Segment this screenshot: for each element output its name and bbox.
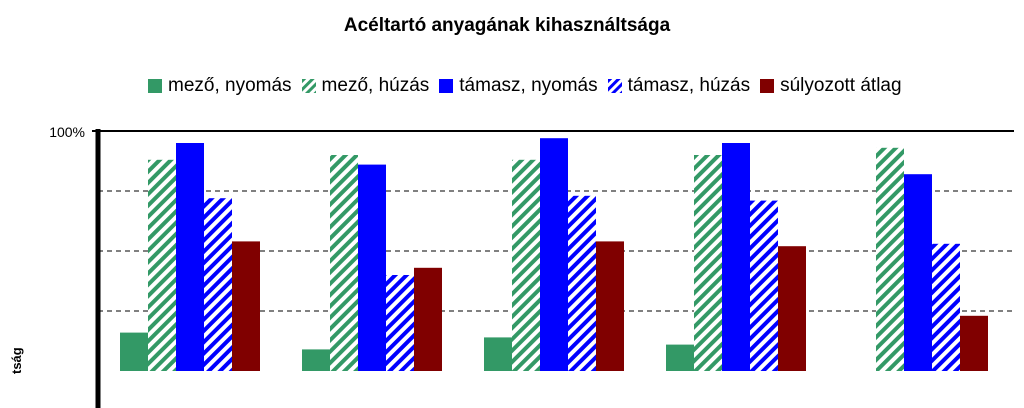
legend-label-mezo-nyomas: mező, nyomás xyxy=(168,75,292,96)
bar-series-2-group-1 xyxy=(148,159,176,371)
legend-swatch-tamasz-nyomas xyxy=(439,79,454,93)
legend-label-sulyozott-atlag: súlyozott átlag xyxy=(780,75,902,96)
legend: mező, nyomás mező, húzás támasz, nyomás … xyxy=(148,74,912,98)
bar-series-1-group-4 xyxy=(666,344,694,371)
bar-series-5-group-4 xyxy=(778,246,806,371)
bar-series-1-group-3 xyxy=(484,337,512,371)
bar-series-3-group-3 xyxy=(540,138,568,371)
legend-swatch-mezo-nyomas xyxy=(148,79,162,93)
bar-series-5-group-1 xyxy=(232,241,260,371)
legend-swatch-tamasz-huzas xyxy=(607,79,622,93)
legend-item-mezo-huzas: mező, húzás xyxy=(301,75,430,97)
bar-series-3-group-4 xyxy=(722,143,750,371)
bar-series-4-group-3 xyxy=(568,195,596,371)
bar-series-1-group-1 xyxy=(120,332,148,371)
bar-series-3-group-1 xyxy=(176,143,204,371)
bar-series-2-group-5 xyxy=(876,147,904,371)
bar-series-2-group-4 xyxy=(694,155,722,371)
bar-series-5-group-3 xyxy=(596,241,624,371)
legend-swatch-sulyozott-atlag xyxy=(760,79,775,93)
bar-series-2-group-3 xyxy=(512,159,540,371)
bar-series-4-group-2 xyxy=(386,275,414,371)
chart-title: Acéltartó anyagának kihasználtsága xyxy=(343,15,671,36)
legend-label-tamasz-huzas: támasz, húzás xyxy=(627,75,751,96)
legend-label-tamasz-nyomas: támasz, nyomás xyxy=(459,75,598,96)
legend-swatch-mezo-huzas xyxy=(301,79,316,93)
bar-series-4-group-1 xyxy=(204,198,232,371)
bar-series-1-group-2 xyxy=(302,349,330,371)
bar-series-3-group-5 xyxy=(904,174,932,371)
bar-series-3-group-2 xyxy=(358,164,386,371)
y-axis-label: tság xyxy=(9,347,24,374)
bar-series-5-group-5 xyxy=(960,315,988,371)
legend-label-mezo-huzas: mező, húzás xyxy=(321,75,430,96)
bar-series-4-group-5 xyxy=(932,243,960,371)
bar-series-5-group-2 xyxy=(414,267,442,371)
legend-item-tamasz-nyomas: támasz, nyomás xyxy=(439,75,598,97)
bar-series-2-group-2 xyxy=(330,155,358,371)
y-tick-label-100: 100% xyxy=(49,124,85,140)
bar-series-4-group-4 xyxy=(750,200,778,371)
legend-item-sulyozott-atlag: súlyozott átlag xyxy=(760,75,902,97)
legend-item-mezo-nyomas: mező, nyomás xyxy=(148,75,292,97)
legend-item-tamasz-huzas: támasz, húzás xyxy=(607,75,751,97)
